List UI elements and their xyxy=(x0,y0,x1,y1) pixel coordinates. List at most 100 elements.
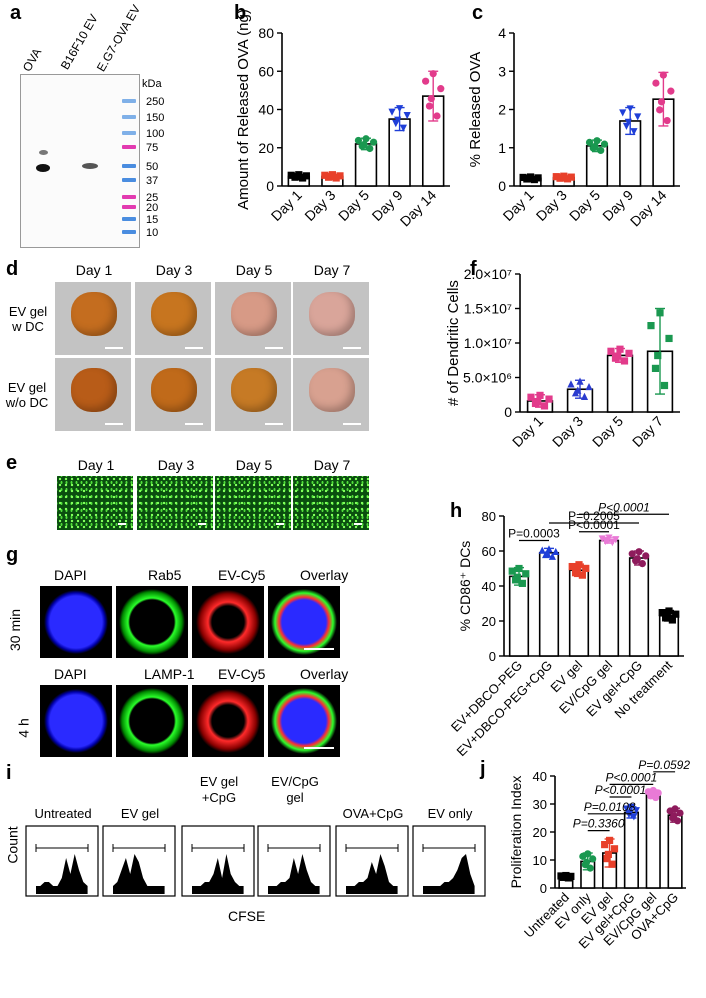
fluorescence-tile xyxy=(293,476,369,530)
gel-row2-line1: EV gel xyxy=(7,380,47,395)
x-tick-label: Day 1 xyxy=(509,413,546,450)
y-tick-label: 60 xyxy=(482,544,496,559)
gel-row1-label: EV gel w DC xyxy=(8,304,48,334)
gel-row1-line2: w DC xyxy=(12,319,44,334)
data-point xyxy=(321,171,329,179)
y-tick-label: 5.0×10⁶ xyxy=(463,370,512,386)
y-axis-label: % CD86⁺ DCs xyxy=(457,541,473,632)
confocal-image xyxy=(192,586,264,658)
data-point xyxy=(633,555,641,563)
x-tick-label: Day 14 xyxy=(397,187,440,230)
confocal-r1-rab5: Rab5 xyxy=(148,567,182,583)
data-point xyxy=(534,397,542,406)
flow-title: EV/CpG gel xyxy=(258,774,332,806)
data-point xyxy=(607,347,615,355)
data-point xyxy=(656,309,664,317)
data-point xyxy=(634,113,642,121)
data-point xyxy=(513,573,521,581)
p-value-label: P=0.0003 xyxy=(508,527,560,541)
data-point xyxy=(660,381,669,390)
data-point xyxy=(657,98,666,106)
y-axis-label: Proliferation Index xyxy=(508,776,524,889)
gel-photo xyxy=(293,282,369,355)
y-tick-label: 40 xyxy=(533,769,547,784)
data-point xyxy=(670,812,678,820)
panel-label-h: h xyxy=(450,500,463,522)
data-point xyxy=(651,364,660,372)
scale-bar xyxy=(276,523,284,525)
confocal-r2-cy5: EV-Cy5 xyxy=(218,666,266,682)
data-point xyxy=(591,142,599,151)
blot-kda-label: kDa xyxy=(142,78,162,90)
data-point xyxy=(518,579,526,587)
chart-b: 0 20 40 60 80 Amount of Released OVA (ng) Day … xyxy=(235,9,450,229)
gel-photo xyxy=(215,282,291,355)
data-point xyxy=(603,855,611,863)
data-point xyxy=(658,609,666,617)
data-point xyxy=(429,70,437,78)
confocal-image xyxy=(268,586,340,658)
data-point xyxy=(302,172,310,180)
scale-bar xyxy=(343,423,361,425)
data-point xyxy=(638,560,646,568)
panel-label-e: e xyxy=(6,452,18,474)
data-point xyxy=(427,94,435,103)
p-value-label: P=0.2005 xyxy=(568,509,620,523)
data-point xyxy=(578,571,586,579)
x-tick-label: Day 14 xyxy=(627,187,670,230)
y-tick-label: 80 xyxy=(482,509,496,524)
data-point xyxy=(626,809,634,817)
gel-day-5: Day 5 xyxy=(235,262,273,278)
gel-photo xyxy=(55,358,131,431)
data-point xyxy=(552,173,560,181)
panel-label-i: i xyxy=(6,762,12,784)
y-tick-label: 60 xyxy=(258,63,274,79)
confocal-r1-dapi: DAPI xyxy=(54,567,87,583)
confocal-r2-time: 4 h xyxy=(15,718,32,738)
data-point xyxy=(603,537,611,545)
scale-bar xyxy=(185,423,203,425)
flow-title-line: EV/CpG xyxy=(271,774,319,789)
data-point xyxy=(543,549,551,557)
data-point xyxy=(626,105,634,113)
data-point xyxy=(601,841,609,849)
data-point xyxy=(540,402,549,410)
flow-title-line: EV gel xyxy=(199,774,239,789)
data-point xyxy=(567,173,575,181)
fluor-day-1: Day 1 xyxy=(77,457,115,473)
p-value-label: P<0.0001 xyxy=(595,783,647,797)
y-tick-label: 0 xyxy=(498,178,506,194)
data-point xyxy=(605,836,614,844)
gel-photo xyxy=(135,358,211,431)
data-point xyxy=(608,539,616,547)
flow-ylabel: Count xyxy=(4,826,21,864)
data-point xyxy=(598,535,606,543)
data-point xyxy=(536,391,544,399)
x-tick-label: Day 3 xyxy=(301,187,338,224)
data-point xyxy=(573,567,581,575)
gel-blob xyxy=(231,292,277,336)
histogram xyxy=(268,854,320,894)
data-point xyxy=(676,809,684,817)
gel-blob xyxy=(151,292,197,336)
scale-bar xyxy=(354,523,362,525)
gel-blob xyxy=(71,292,117,336)
y-tick-label: 30 xyxy=(533,797,547,812)
flow-title-line: gel xyxy=(286,790,304,805)
data-point xyxy=(293,173,301,181)
data-point xyxy=(545,395,553,403)
data-point xyxy=(630,813,638,821)
confocal-r1-time: 30 min xyxy=(7,608,24,652)
y-tick-label: 0 xyxy=(266,178,274,194)
data-point xyxy=(369,138,378,146)
data-point xyxy=(667,87,675,95)
y-tick-label: 0 xyxy=(489,649,496,664)
data-point xyxy=(672,610,680,618)
confocal-image xyxy=(40,685,112,757)
flow-title: EV only xyxy=(413,806,487,822)
gel-photo xyxy=(215,358,291,431)
data-point xyxy=(522,570,530,578)
gel-blob xyxy=(71,368,117,412)
